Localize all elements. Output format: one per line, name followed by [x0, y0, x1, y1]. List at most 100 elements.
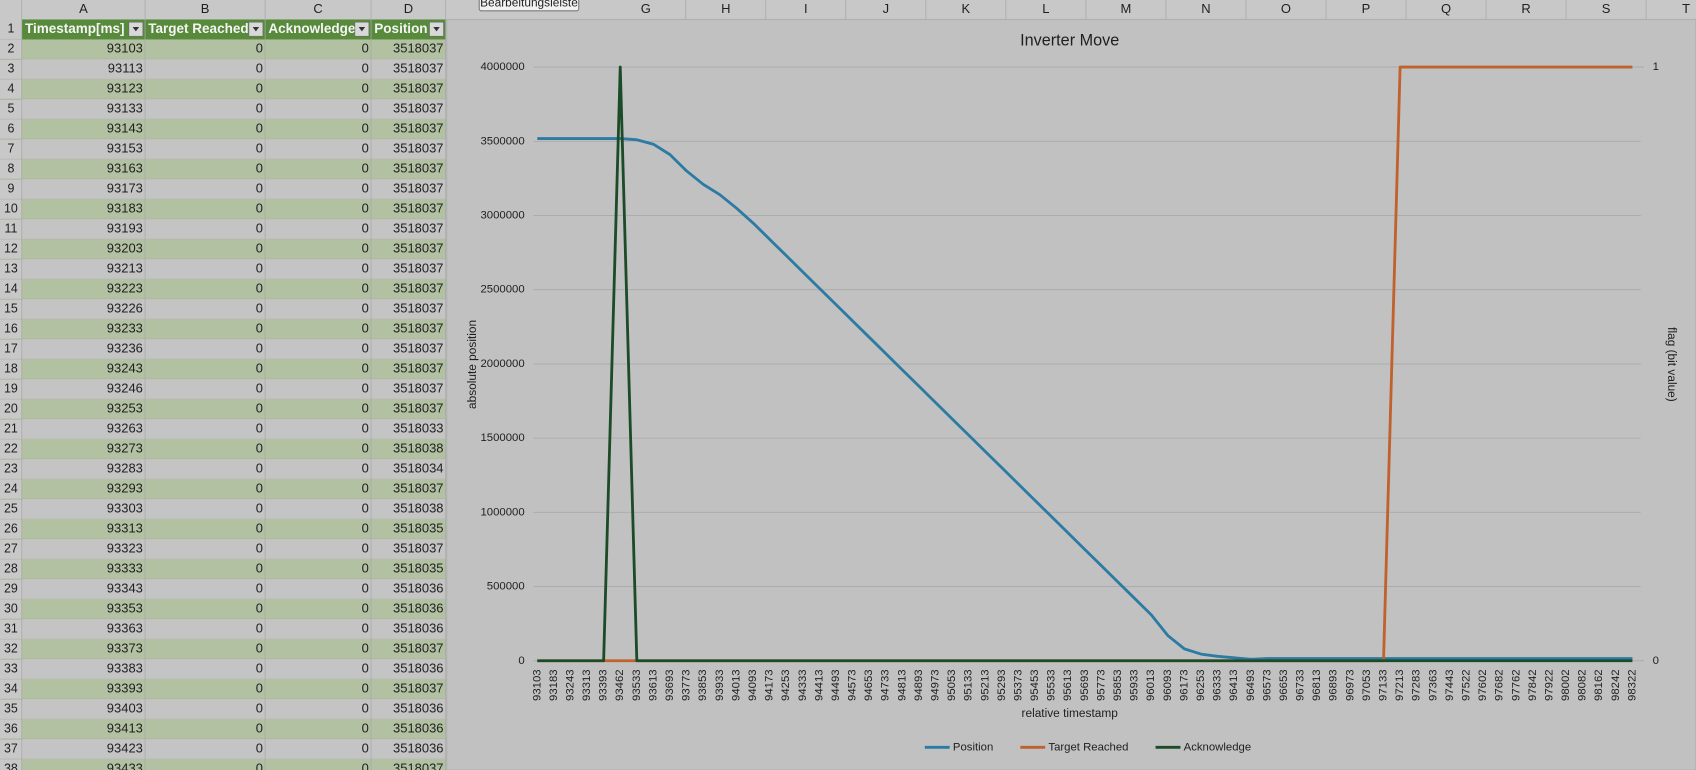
x-tick-label: 97922	[1543, 669, 1555, 701]
cell: 93243	[107, 361, 143, 376]
cell: 0	[362, 501, 369, 516]
row-band	[21, 79, 446, 100]
cell: 0	[256, 261, 263, 276]
row-band	[21, 639, 446, 660]
cell: 93236	[107, 341, 143, 356]
filter-arrow	[252, 27, 260, 32]
column-header-bar	[0, 0, 1696, 20]
x-tick-label: 96333	[1212, 669, 1224, 701]
row-band	[21, 199, 446, 220]
cell: 0	[256, 700, 263, 715]
x-tick-label: 93853	[697, 669, 709, 701]
y2-axis-label: flag (bit value)	[1665, 327, 1679, 402]
cell: 3518037	[393, 341, 444, 356]
y2-tick-label: 1	[1653, 61, 1659, 73]
tooltip-box	[478, 0, 580, 12]
header-row	[21, 19, 446, 40]
cell: 0	[256, 61, 263, 76]
cell: 0	[362, 161, 369, 176]
cell: 3518035	[393, 521, 444, 536]
row-band	[21, 439, 446, 460]
cell: 93143	[107, 121, 143, 136]
y-tick-label: 500000	[487, 581, 525, 593]
x-tick-label: 94893	[913, 669, 925, 701]
x-tick-label: 97602	[1477, 669, 1489, 701]
column-letter: J	[883, 1, 889, 16]
chart: Inverter Move relative timestamp absolut…	[465, 31, 1679, 753]
row-number: 34	[4, 681, 18, 695]
cell: 93273	[107, 441, 143, 456]
cell: 3518037	[393, 201, 444, 216]
cell: 0	[256, 661, 263, 676]
x-tick-label: 94653	[863, 669, 875, 701]
column-header: Target Reached	[148, 21, 248, 36]
cell: 93433	[107, 760, 143, 770]
cell: 0	[362, 321, 369, 336]
cell: 0	[256, 361, 263, 376]
row-band	[21, 279, 446, 300]
x-tick-label: 93393	[598, 669, 610, 701]
x-tick-label: 93243	[564, 669, 576, 701]
x-tick-label: 94973	[930, 669, 942, 701]
cell: 93173	[107, 181, 143, 196]
row-band	[21, 759, 446, 770]
cell: 3518037	[393, 101, 444, 116]
cell: 3518037	[393, 381, 444, 396]
row-number: 25	[4, 501, 18, 515]
cell: 0	[256, 181, 263, 196]
row-band	[21, 479, 446, 500]
cell: 0	[256, 221, 263, 236]
column-letter: M	[1121, 1, 1132, 16]
row-band	[21, 219, 446, 240]
cell: 0	[256, 321, 263, 336]
cell: 0	[362, 680, 369, 695]
row-number: 24	[4, 481, 18, 495]
column-header: Timestamp[ms]	[25, 21, 125, 36]
cell: 0	[362, 141, 369, 156]
column-header: Position	[374, 21, 427, 36]
cell: 0	[362, 740, 369, 755]
cell: 0	[256, 601, 263, 616]
row-band	[21, 299, 446, 320]
series-line	[537, 65, 1633, 663]
cell: 3518038	[393, 501, 444, 516]
cell: 0	[256, 341, 263, 356]
cell: 3518037	[393, 241, 444, 256]
cell: 0	[362, 720, 369, 735]
cell: 93123	[107, 81, 143, 96]
cell: 0	[362, 201, 369, 216]
cell: 3518037	[393, 281, 444, 296]
row-number: 35	[4, 701, 18, 715]
x-tick-label: 95133	[963, 669, 975, 701]
row-band	[21, 519, 446, 540]
cell: 0	[362, 241, 369, 256]
cell: 0	[256, 521, 263, 536]
x-tick-label: 94813	[896, 669, 908, 701]
x-tick-label: 94333	[797, 669, 809, 701]
cell: 3518037	[393, 41, 444, 56]
row-number: 2	[7, 41, 14, 55]
cell: 3518037	[393, 481, 444, 496]
y-tick-label: 3500000	[480, 135, 524, 147]
row-band	[21, 499, 446, 520]
column-letter: C	[313, 1, 322, 16]
cell: 0	[256, 481, 263, 496]
cell: 0	[362, 41, 369, 56]
cell: 0	[256, 81, 263, 96]
x-tick-label: 95293	[996, 669, 1008, 701]
x-tick-label: 96653	[1278, 669, 1290, 701]
cell: 0	[362, 221, 369, 236]
column-letter: H	[721, 1, 730, 16]
row-number: 14	[4, 281, 18, 295]
row-number: 32	[4, 641, 18, 655]
column-letter: O	[1281, 1, 1291, 16]
cell: 93303	[107, 501, 143, 516]
cell: 0	[362, 700, 369, 715]
x-tick-label: 97842	[1527, 669, 1539, 701]
x-tick-label: 93693	[664, 669, 676, 701]
cell: 3518037	[393, 361, 444, 376]
x-tick-label: 93462	[614, 669, 626, 701]
x-tick-label: 96573	[1261, 669, 1273, 701]
